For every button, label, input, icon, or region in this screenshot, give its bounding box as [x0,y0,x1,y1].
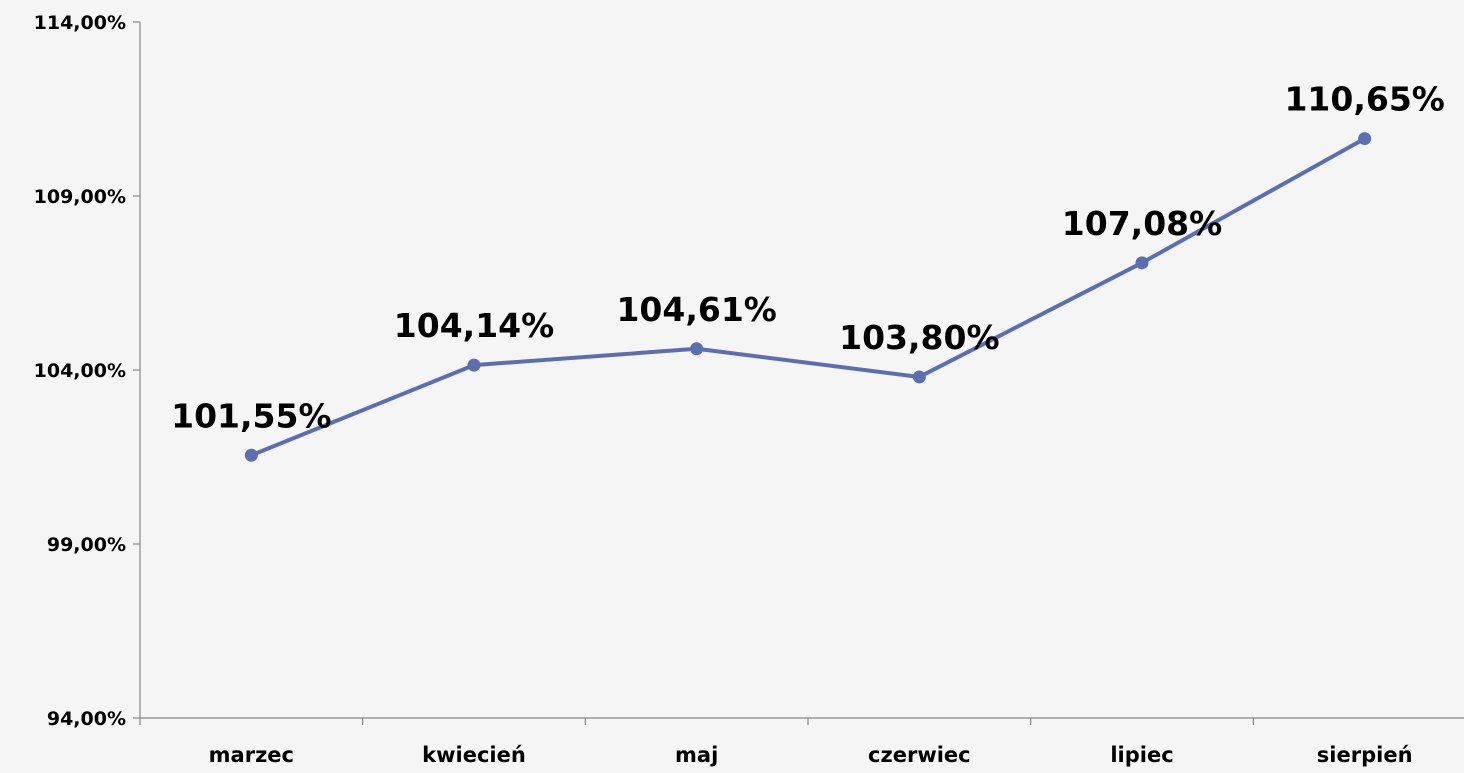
data-point [1135,256,1149,270]
y-tick-label: 114,00% [34,12,126,34]
data-point [912,370,926,384]
y-tick-label: 109,00% [34,186,126,208]
data-points [244,132,1372,462]
y-tick-label: 104,00% [34,360,126,382]
data-labels: 101,55% 104,14% 104,61% 103,80% 107,08% 110,6… [171,80,1445,436]
axes: 94,00% 99,00% 104,00% 109,00% 114,00% marzec k… [34,12,1464,767]
data-label: 107,08% [1062,204,1222,243]
data-point [244,448,258,462]
x-tick-label: marzec [209,743,294,767]
data-point [690,342,704,356]
data-label: 101,55% [171,396,331,435]
y-tick-label: 99,00% [47,534,126,556]
x-tick-label: sierpień [1317,743,1413,767]
data-label: 104,14% [394,306,554,345]
x-tick-label: maj [675,743,718,767]
y-tick-label: 94,00% [47,708,126,730]
x-tick-label: czerwiec [868,743,971,767]
series-line [249,136,1367,458]
x-tick-label: lipiec [1110,743,1173,767]
data-label: 104,61% [616,290,776,329]
series-line-layer [249,136,1367,458]
data-label: 103,80% [839,318,999,357]
data-label: 110,65% [1284,80,1444,119]
x-tick-label: kwiecień [422,743,526,767]
data-point [1358,132,1372,146]
data-point [467,358,481,372]
